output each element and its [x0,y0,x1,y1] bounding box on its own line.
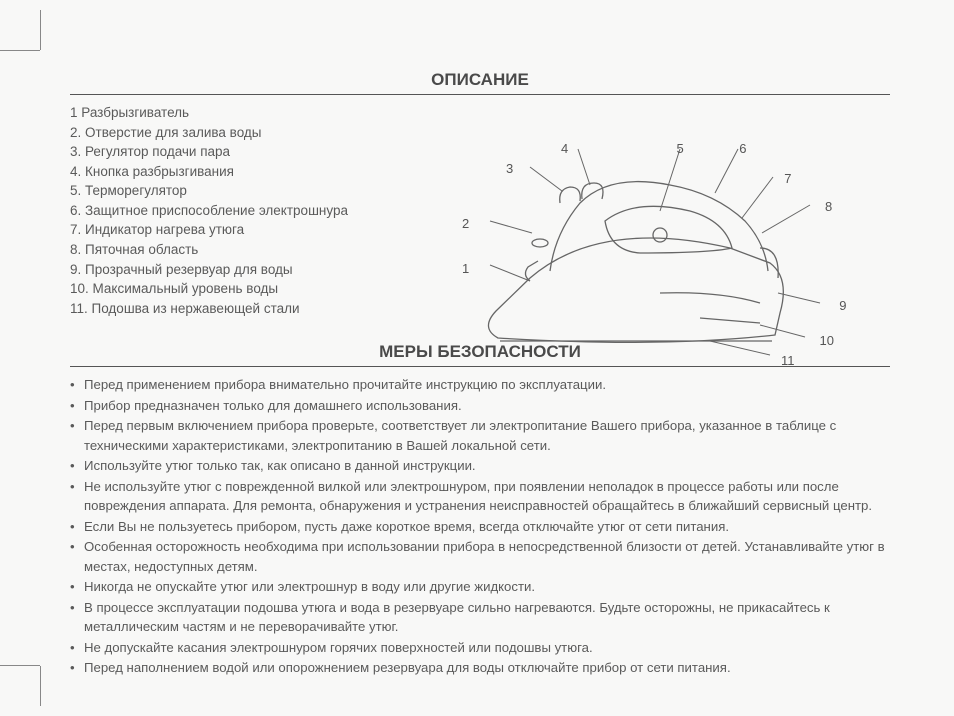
bullet: • [70,456,84,476]
bullet: • [70,517,84,537]
section-title-description: ОПИСАНИЕ [70,70,890,90]
safety-text: Если Вы не пользуетесь прибором, пусть д… [84,517,890,537]
safety-item: •В процессе эксплуатации подошва утюга и… [70,598,890,637]
safety-text: Перед первым включением прибора проверьт… [84,416,890,455]
bullet: • [70,658,84,678]
bullet: • [70,537,84,576]
bullet: • [70,375,84,395]
safety-text: Перед применением прибора внимательно пр… [84,375,890,395]
safety-item: •Особенная осторожность необходима при и… [70,537,890,576]
safety-list: •Перед применением прибора внимательно п… [70,375,890,678]
diagram-label-6: 6 [739,141,746,156]
safety-item: •Не используйте утюг с поврежденной вилк… [70,477,890,516]
diagram-label-2: 2 [462,216,469,231]
iron-diagram: 1234567891011 [440,103,890,338]
safety-text: В процессе эксплуатации подошва утюга и … [84,598,890,637]
bullet: • [70,598,84,637]
diagram-label-9: 9 [839,298,846,313]
safety-item: •Используйте утюг только так, как описан… [70,456,890,476]
bullet: • [70,416,84,455]
diagram-label-10: 10 [820,333,834,348]
safety-item: •Перед применением прибора внимательно п… [70,375,890,395]
iron-svg [440,103,880,363]
safety-text: Особенная осторожность необходима при ис… [84,537,890,576]
diagram-label-4: 4 [561,141,568,156]
safety-item: •Никогда не опускайте утюг или электрошн… [70,577,890,597]
safety-text: Не допускайте касания электрошнуром горя… [84,638,890,658]
parts-list: 1 Разбрызгиватель2. Отверстие для залива… [70,103,440,318]
parts-list-item: 8. Пяточная область [70,240,440,260]
diagram-label-7: 7 [784,171,791,186]
bullet: • [70,396,84,416]
page-content: ОПИСАНИЕ 1 Разбрызгиватель2. Отверстие д… [70,70,890,679]
safety-item: •Прибор предназначен только для домашнег… [70,396,890,416]
parts-list-item: 2. Отверстие для залива воды [70,123,440,143]
safety-item: •Перед наполнением водой или опорожнение… [70,658,890,678]
bullet: • [70,577,84,597]
parts-list-item: 5. Терморегулятор [70,181,440,201]
diagram-label-1: 1 [462,261,469,276]
diagram-label-3: 3 [506,161,513,176]
divider [70,94,890,95]
safety-text: Не используйте утюг с поврежденной вилко… [84,477,890,516]
safety-item: •Перед первым включением прибора проверь… [70,416,890,455]
parts-list-item: 4. Кнопка разбрызгивания [70,162,440,182]
safety-item: •Не допускайте касания электрошнуром гор… [70,638,890,658]
description-row: 1 Разбрызгиватель2. Отверстие для залива… [70,103,890,338]
safety-text: Перед наполнением водой или опорожнением… [84,658,890,678]
safety-text: Никогда не опускайте утюг или электрошну… [84,577,890,597]
parts-list-item: 3. Регулятор подачи пара [70,142,440,162]
parts-list-item: 11. Подошва из нержавеющей стали [70,299,440,319]
parts-list-item: 9. Прозрачный резервуар для воды [70,260,440,280]
parts-list-item: 7. Индикатор нагрева утюга [70,220,440,240]
parts-list-item: 6. Защитное приспособление электрошнура [70,201,440,221]
safety-text: Используйте утюг только так, как описано… [84,456,890,476]
diagram-label-11: 11 [781,353,795,368]
safety-text: Прибор предназначен только для домашнего… [84,396,890,416]
bullet: • [70,477,84,516]
diagram-label-5: 5 [677,141,684,156]
safety-item: •Если Вы не пользуетесь прибором, пусть … [70,517,890,537]
parts-list-item: 10. Максимальный уровень воды [70,279,440,299]
parts-list-item: 1 Разбрызгиватель [70,103,440,123]
diagram-label-8: 8 [825,199,832,214]
bullet: • [70,638,84,658]
